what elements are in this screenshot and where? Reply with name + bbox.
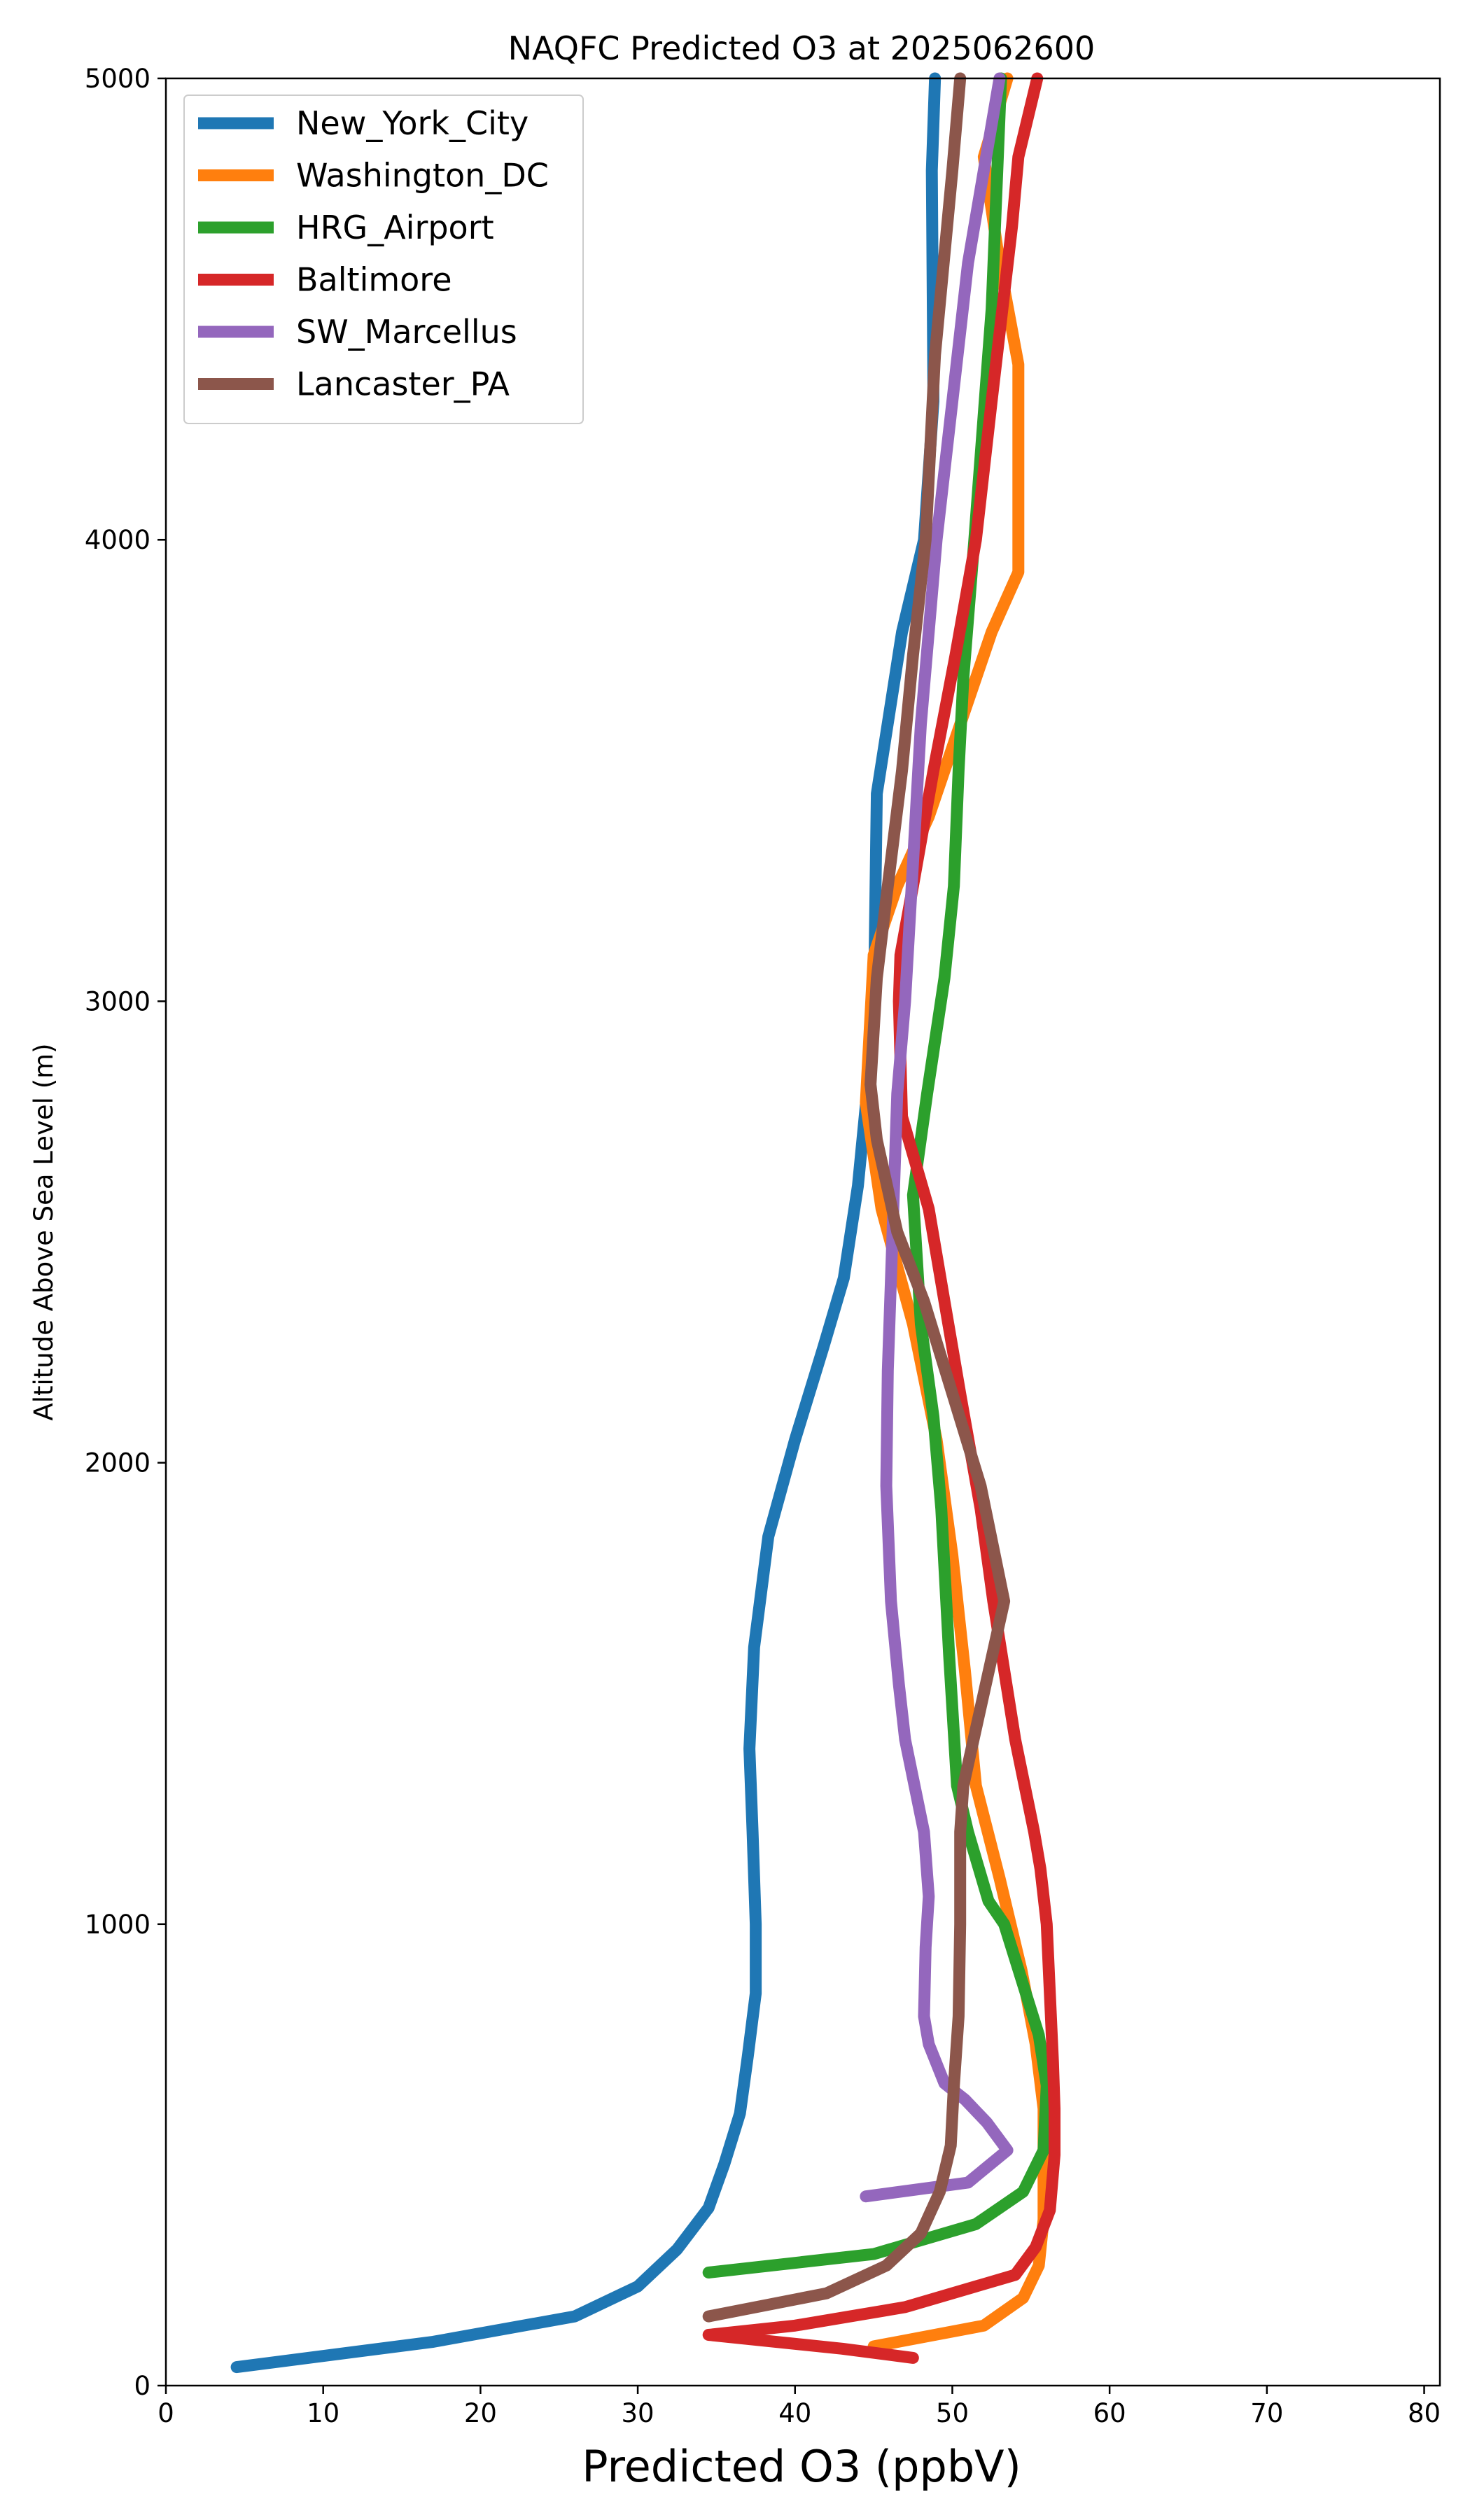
series-line-lancaster-pa [702, 72, 1011, 2323]
y-tick-label: 0 [134, 2371, 150, 2401]
x-axis-label: Predicted O3 (ppbV) [582, 2441, 1021, 2492]
y-axis-label: Altitude Above Sea Level (m) [29, 1043, 59, 1420]
x-tick-label: 10 [307, 2398, 340, 2428]
y-tick-label: 2000 [85, 1448, 150, 1478]
series-line-sw-marcellus [860, 72, 1014, 2203]
x-tick-label: 70 [1250, 2398, 1283, 2428]
y-tick-label: 3000 [85, 986, 150, 1016]
plot-area: 0 10 20 30 40 50 60 70 80 0 1000 2000 3000 4000 5000 Ne… [85, 64, 1441, 2428]
x-tick-label: 50 [936, 2398, 969, 2428]
x-tick-label: 0 [158, 2398, 174, 2428]
legend-entry-label: SW_Marcellus [296, 313, 517, 351]
x-tick-label: 20 [464, 2398, 497, 2428]
legend-entry-label: Washington_DC [296, 157, 549, 195]
legend: New_York_City Washington_DC HRG_Airport Bal… [183, 94, 584, 424]
y-tick-label: 1000 [85, 1910, 150, 1940]
axes-frame [164, 77, 1441, 2387]
x-tick-label: 80 [1408, 2398, 1441, 2428]
legend-entry-label: Baltimore [296, 261, 452, 299]
y-tick-label: 5000 [85, 64, 150, 94]
chart-title: NAQFC Predicted O3 at 2025062600 [508, 29, 1096, 67]
series-line-baltimore [702, 72, 1060, 2364]
legend-entry-label: New_York_City [296, 104, 528, 142]
series-line-hrg-airport [702, 72, 1053, 2278]
series-line-new-york-city [230, 72, 941, 2374]
x-tick-label: 40 [778, 2398, 811, 2428]
x-tick-label: 30 [622, 2398, 654, 2428]
legend-entry-label: Lancaster_PA [296, 365, 510, 403]
x-tick-label: 60 [1093, 2398, 1126, 2428]
y-tick-label: 4000 [85, 525, 150, 555]
legend-entry-label: HRG_Airport [296, 209, 494, 246]
legend-box [183, 94, 584, 424]
